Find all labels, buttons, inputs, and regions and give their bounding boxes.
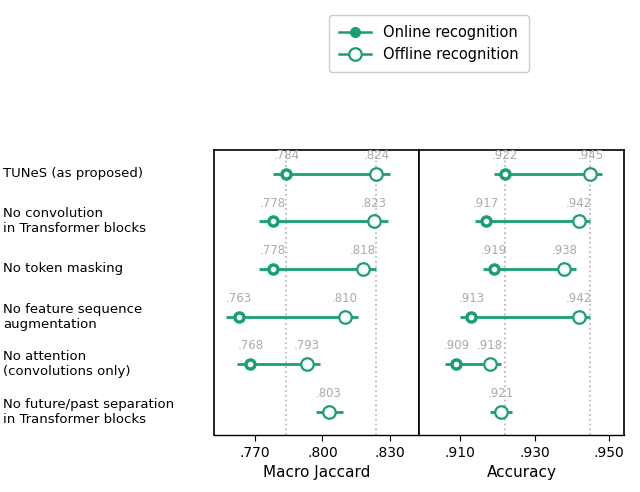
Text: .823: .823 <box>361 196 387 210</box>
Text: .768: .768 <box>237 339 264 352</box>
Text: .778: .778 <box>260 244 286 257</box>
Text: .824: .824 <box>364 149 390 162</box>
Text: .921: .921 <box>488 387 515 400</box>
X-axis label: Macro Jaccard: Macro Jaccard <box>263 465 371 480</box>
Legend: Online recognition, Offline recognition: Online recognition, Offline recognition <box>329 15 529 72</box>
Text: .917: .917 <box>473 196 499 210</box>
Text: TUNeS (as proposed): TUNeS (as proposed) <box>3 167 143 181</box>
Text: .818: .818 <box>350 244 376 257</box>
Text: .938: .938 <box>552 244 577 257</box>
Text: .803: .803 <box>316 387 342 400</box>
Text: .919: .919 <box>481 244 507 257</box>
Text: .922: .922 <box>492 149 518 162</box>
Text: .913: .913 <box>458 292 484 305</box>
Text: No feature sequence
augmentation: No feature sequence augmentation <box>3 303 143 331</box>
Text: No future/past separation
in Transformer blocks: No future/past separation in Transformer… <box>3 398 174 426</box>
X-axis label: Accuracy: Accuracy <box>486 465 557 480</box>
Text: .942: .942 <box>566 196 593 210</box>
Text: No attention
(convolutions only): No attention (convolutions only) <box>3 350 131 378</box>
Text: .810: .810 <box>332 292 358 305</box>
Text: .784: .784 <box>273 149 300 162</box>
Text: .942: .942 <box>566 292 593 305</box>
Text: No token masking: No token masking <box>3 262 124 276</box>
Text: .763: .763 <box>226 292 252 305</box>
Text: .918: .918 <box>477 339 503 352</box>
Text: .909: .909 <box>444 339 470 352</box>
Text: No convolution
in Transformer blocks: No convolution in Transformer blocks <box>3 208 146 235</box>
Text: .945: .945 <box>577 149 604 162</box>
Text: .793: .793 <box>294 339 320 352</box>
Text: .778: .778 <box>260 196 286 210</box>
